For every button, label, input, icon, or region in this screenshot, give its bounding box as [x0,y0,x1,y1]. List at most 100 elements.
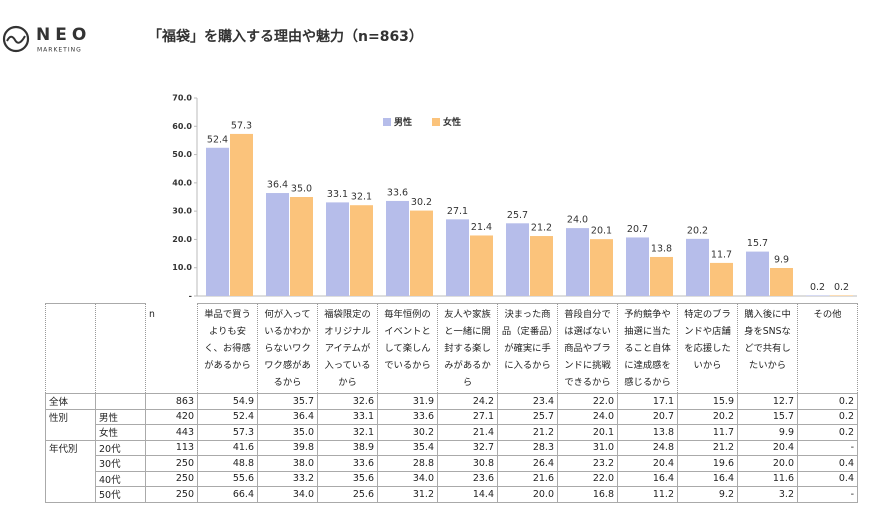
value-cell: 24.2 [437,393,498,410]
value-cell: 24.0 [557,408,618,425]
bar [710,262,733,296]
value-cell: 0.4 [797,455,858,472]
legend-swatch [432,118,440,126]
value-label: 25.7 [507,210,528,221]
bar [290,197,313,296]
value-label: 20.1 [591,226,612,237]
value-cell: 21.6 [497,470,558,487]
value-cell: 33.2 [257,470,318,487]
value-cell: 30.2 [377,424,438,441]
value-label: 20.7 [627,224,648,235]
value-cell: 32.7 [437,439,498,456]
category-header: 購入後に中身をSNSなどで共有したいから [737,303,798,394]
n-cell: 250 [145,455,198,472]
value-label: 27.1 [447,206,468,217]
value-cell: 20.7 [617,408,678,425]
value-cell: 19.6 [677,455,738,472]
row-label: 50代 [95,486,146,503]
value-label: 36.4 [267,180,288,191]
value-cell: 20.4 [617,455,678,472]
value-cell: 16.4 [677,470,738,487]
n-cell: 420 [145,408,198,425]
n-cell: 250 [145,486,198,503]
value-cell: 17.1 [617,393,678,410]
y-tick-label: 50.0 [172,150,192,159]
bar [230,133,253,296]
value-cell: 52.4 [197,408,258,425]
bar [566,228,589,296]
n-cell: 113 [145,439,198,456]
value-cell: 55.6 [197,470,258,487]
value-label: 15.7 [747,238,768,249]
data-table: n 単品で買うよりも安く、お得感があるから 何が入っているかわからないワクワク感があ… [45,303,858,503]
group-cell: 年代別 [45,439,96,503]
bar [746,251,769,296]
value-cell: 35.4 [377,439,438,456]
value-cell: - [797,486,858,503]
value-label: 13.8 [651,243,672,254]
bar [686,238,709,296]
value-cell: 20.4 [737,439,798,456]
value-label: 0.2 [810,282,825,293]
value-label: 57.3 [231,120,252,131]
bar [326,202,349,296]
value-cell: 32.6 [317,393,378,410]
value-cell: 30.8 [437,455,498,472]
value-cell: 16.8 [557,486,618,503]
value-cell: - [797,439,858,456]
value-cell: 34.0 [377,470,438,487]
value-cell: 31.0 [557,439,618,456]
bar [266,193,289,296]
legend-swatch [383,118,391,126]
table-row: 女性 443 57.3 35.0 32.1 30.2 21.4 21.2 20.1 13.8 11.… [46,424,858,441]
value-cell: 22.0 [557,470,618,487]
value-cell: 34.0 [257,486,318,503]
value-cell: 35.0 [257,424,318,441]
value-cell: 32.1 [317,424,378,441]
row-label: 30代 [95,455,146,472]
value-cell: 0.2 [797,408,858,425]
value-cell: 25.6 [317,486,378,503]
table-body: 全体 863 54.9 35.7 32.6 31.9 24.2 23.4 22.0 17.1 15.… [45,393,858,503]
table-row: 性別 男性 420 52.4 36.4 33.1 33.6 27.1 25.7 24.0 20.7 2… [45,408,858,441]
value-cell: 0.4 [797,470,858,487]
value-cell: 23.4 [497,393,558,410]
value-label: 35.0 [291,184,312,195]
value-cell: 39.8 [257,439,318,456]
row-label: 40代 [95,470,146,487]
value-label: 30.2 [411,197,432,208]
bar [806,295,829,296]
value-cell: 26.4 [497,455,558,472]
value-label: 0.2 [834,282,849,293]
row-label: 20代 [95,439,146,456]
value-cell: 22.0 [557,393,618,410]
value-cell: 28.8 [377,455,438,472]
value-cell: 15.7 [737,408,798,425]
value-cell: 33.1 [317,408,378,425]
value-label: 21.4 [471,222,492,233]
logo-wave [6,35,26,44]
value-cell: 57.3 [197,424,258,441]
row-label: 女性 [95,424,146,441]
value-cell: 9.9 [737,424,798,441]
n-cell: 863 [145,393,198,410]
bar [650,256,673,296]
value-cell: 0.2 [797,424,858,441]
header-row: n 単品で買うよりも安く、お得感があるから 何が入っているかわからないワクワク感があ… [45,303,858,394]
category-header: その他 [797,303,858,394]
value-label: 33.1 [327,189,348,200]
value-cell: 14.4 [437,486,498,503]
value-label: 20.2 [687,225,708,236]
header-cell [95,303,146,394]
value-cell: 21.4 [437,424,498,441]
group-cell: 性別 [45,408,96,441]
value-cell: 21.2 [677,439,738,456]
value-cell: 27.1 [437,408,498,425]
logo-name: NEO [36,25,91,45]
value-cell: 24.8 [617,439,678,456]
value-cell: 66.4 [197,486,258,503]
header-cell [45,303,96,394]
value-cell: 20.1 [557,424,618,441]
value-cell: 9.2 [677,486,738,503]
